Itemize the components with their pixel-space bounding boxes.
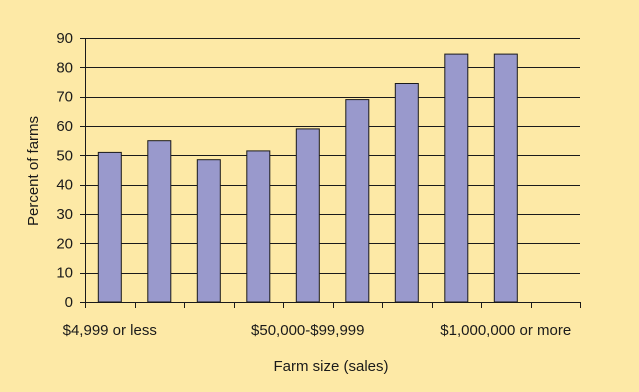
bar-4 [246, 150, 271, 303]
x-tick-label: $1,000,000 or more [440, 322, 571, 339]
bar-7 [394, 83, 419, 303]
y-tick-label: 90 [56, 30, 73, 47]
bar-5 [295, 128, 320, 303]
bar-9 [493, 53, 518, 303]
y-tick-label: 40 [56, 177, 73, 194]
bars [97, 53, 518, 303]
bar-8 [444, 53, 469, 303]
y-tick-label: 20 [56, 235, 73, 252]
bar-6 [345, 99, 370, 303]
y-tick-label: 30 [56, 206, 73, 223]
y-tick-label: 50 [56, 147, 73, 164]
y-tick-label: 0 [65, 294, 73, 311]
x-axis-title: Farm size (sales) [273, 358, 388, 375]
y-axis-title: Percent of farms [25, 116, 42, 226]
y-tick-label: 10 [56, 265, 73, 282]
x-tick-labels: $4,999 or less $50,000-$99,999 $1,000,000 … [63, 322, 572, 339]
y-tick-labels: 0 10 20 30 40 50 60 70 80 90 [56, 30, 73, 311]
bar-2 [147, 140, 172, 303]
x-tick-label: $4,999 or less [63, 322, 157, 339]
y-tick-label: 70 [56, 89, 73, 106]
y-tick-label: 80 [56, 59, 73, 76]
axes [80, 38, 581, 308]
bar-1 [97, 151, 122, 303]
bar-3 [196, 159, 221, 303]
y-tick-label: 60 [56, 118, 73, 135]
x-tick-label: $50,000-$99,999 [251, 322, 364, 339]
